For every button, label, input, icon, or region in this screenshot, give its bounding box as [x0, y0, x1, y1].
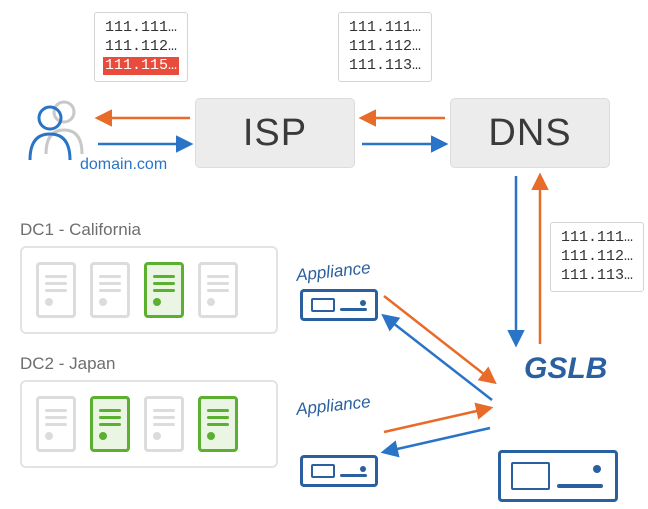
- server-icon: [90, 262, 130, 318]
- appliance1-device: [300, 289, 378, 321]
- isp-box: ISP: [195, 98, 355, 168]
- arrow-appl1-to-gslb: [384, 296, 494, 382]
- server-icon: [198, 396, 238, 452]
- diagram-stage: domain.com ISP DNS 111.111…111.112…111.1…: [0, 0, 648, 509]
- ip-line: 111.112…: [105, 38, 177, 57]
- appliance2-device: [300, 455, 378, 487]
- gslb-label: GSLB: [524, 352, 607, 386]
- domain-label: domain.com: [80, 156, 167, 174]
- arrow-appl2-to-gslb: [384, 408, 490, 432]
- arrow-gslb-to-appl2: [384, 428, 490, 452]
- ipbox-isp: 111.111…111.112…111.115…: [94, 12, 188, 82]
- user-icon: [22, 96, 88, 167]
- dc1-label: DC1 - California: [20, 220, 141, 240]
- dc2-panel: [20, 380, 278, 468]
- server-icon: [36, 396, 76, 452]
- ip-line: 111.113…: [561, 267, 633, 286]
- server-icon: [198, 262, 238, 318]
- server-icon: [36, 262, 76, 318]
- ipbox-dns-top: 111.111…111.112…111.113…: [338, 12, 432, 82]
- ip-line: 111.113…: [349, 57, 421, 76]
- server-icon: [90, 396, 130, 452]
- dc2-label: DC2 - Japan: [20, 354, 115, 374]
- ip-line: 111.111…: [561, 229, 633, 248]
- ip-line: 111.111…: [105, 19, 177, 38]
- dns-label: DNS: [488, 112, 571, 155]
- server-icon: [144, 396, 184, 452]
- ip-line: 111.112…: [349, 38, 421, 57]
- ipbox-dns-side: 111.111…111.112…111.113…: [550, 222, 644, 292]
- server-icon: [144, 262, 184, 318]
- arrow-gslb-to-appl1: [384, 316, 492, 400]
- isp-label: ISP: [243, 112, 307, 155]
- dc1-panel: [20, 246, 278, 334]
- ip-line: 111.112…: [561, 248, 633, 267]
- dns-box: DNS: [450, 98, 610, 168]
- ip-line: 111.111…: [349, 19, 421, 38]
- gslb-device: [498, 450, 618, 502]
- ip-line: 111.115…: [103, 57, 179, 76]
